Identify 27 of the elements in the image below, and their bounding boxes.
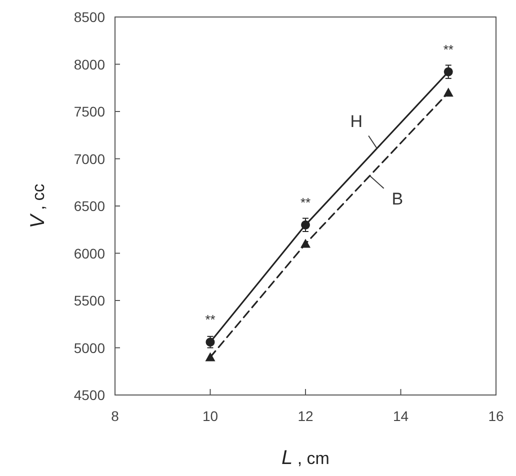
y-tick-label: 6000 bbox=[74, 245, 106, 262]
y-tick-label: 8000 bbox=[74, 56, 106, 72]
y-tick-label: 7500 bbox=[74, 104, 106, 120]
series-label: H bbox=[350, 112, 363, 131]
annotation: ** bbox=[300, 194, 311, 210]
x-tick-label: 8 bbox=[111, 408, 120, 424]
point bbox=[301, 220, 310, 230]
y-axis-title: V , cc bbox=[27, 183, 49, 228]
annotation: ** bbox=[443, 42, 454, 57]
x-tick-label: 16 bbox=[488, 408, 504, 424]
x-axis-title: L , cm bbox=[282, 447, 330, 469]
x-tick-label: 14 bbox=[392, 408, 409, 424]
point bbox=[206, 338, 215, 347]
x-tick-label: 10 bbox=[202, 408, 218, 424]
y-tick-label: 5500 bbox=[74, 292, 106, 308]
y-tick-label: 8500 bbox=[74, 9, 106, 25]
x-tick-label: 12 bbox=[298, 408, 314, 424]
y-tick-label: 4500 bbox=[74, 387, 106, 403]
point bbox=[205, 352, 216, 362]
annotation: ** bbox=[205, 312, 216, 328]
y-tick-label: 5000 bbox=[74, 340, 106, 356]
series-label: B bbox=[392, 190, 404, 209]
y-tick-label: 7000 bbox=[74, 150, 106, 167]
point bbox=[300, 238, 310, 248]
point bbox=[444, 67, 453, 76]
y-tick-label: 6500 bbox=[74, 198, 106, 214]
point bbox=[443, 88, 454, 97]
